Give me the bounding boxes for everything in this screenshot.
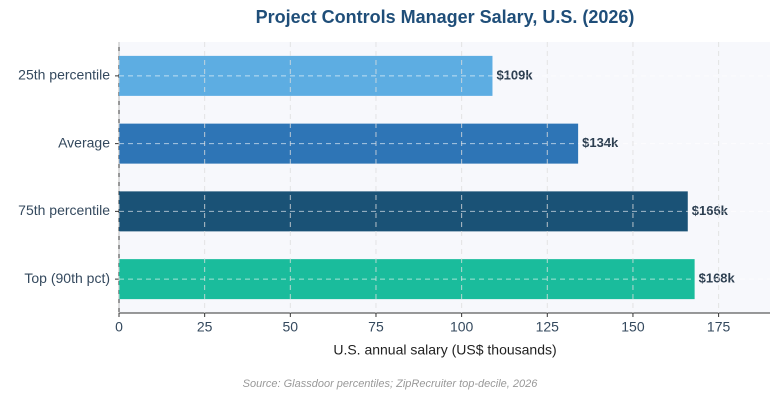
y-tick-label: 75th percentile xyxy=(18,202,110,218)
x-tick-label: 50 xyxy=(283,319,299,335)
x-tick-label: 100 xyxy=(450,319,474,335)
x-tick-label: 150 xyxy=(621,319,645,335)
value-label: $168k xyxy=(699,271,736,286)
y-tick-label: Average xyxy=(58,134,110,150)
x-tick-label: 0 xyxy=(115,319,123,335)
y-tick-label: Top (90th pct) xyxy=(24,270,110,286)
x-tick-label: 25 xyxy=(197,319,213,335)
source-note: Source: Glassdoor percentiles; ZipRecrui… xyxy=(243,378,539,390)
bar xyxy=(119,55,493,96)
x-tick-label: 175 xyxy=(707,319,731,335)
x-axis-label: U.S. annual salary (US$ thousands) xyxy=(333,342,556,358)
x-tick-label: 125 xyxy=(536,319,560,335)
value-label: $166k xyxy=(692,203,729,218)
chart-title: Project Controls Manager Salary, U.S. (2… xyxy=(256,7,635,27)
x-tick-label: 75 xyxy=(368,319,384,335)
value-label: $134k xyxy=(582,135,619,150)
value-label: $109k xyxy=(496,67,533,82)
y-tick-label: 25th percentile xyxy=(18,67,110,83)
